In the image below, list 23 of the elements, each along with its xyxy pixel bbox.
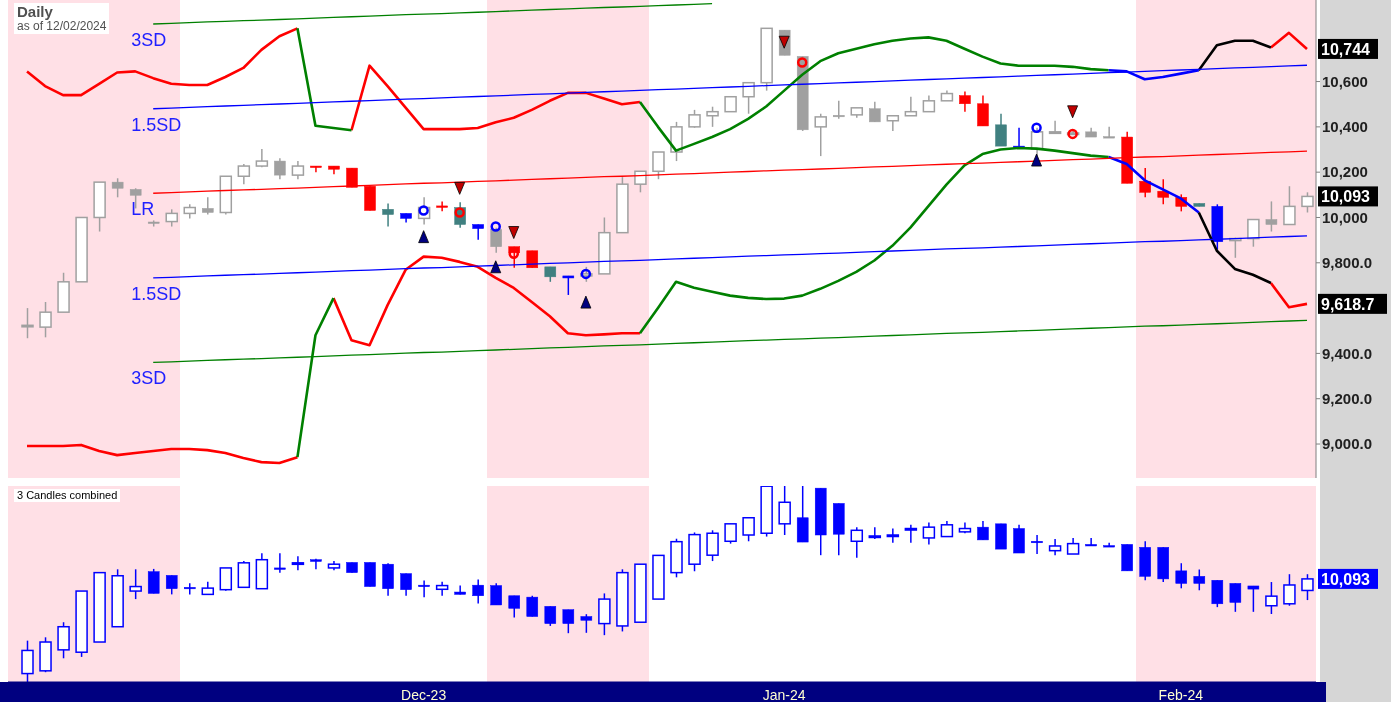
y-tick-label: 9,400.0	[1322, 344, 1373, 362]
text: 10,093	[1321, 570, 1370, 588]
y-tick-label: 10,600	[1322, 72, 1368, 90]
y-tick-label: 10,400	[1322, 118, 1368, 136]
text: 10,093	[1321, 188, 1370, 206]
data-label: 10,744	[1321, 40, 1371, 58]
y-tick-label: 9,800.0	[1322, 254, 1373, 272]
annotation: 1.5SD	[131, 283, 182, 304]
y-tick-label: 10,200	[1322, 163, 1368, 181]
x-tick-label: Feb-24	[1158, 686, 1204, 702]
text: as of 12/02/2024	[17, 19, 107, 35]
annotation: 1.5SD	[131, 114, 182, 135]
x-tick-label: Jan-24	[762, 686, 806, 702]
annotation: 3SD	[131, 30, 167, 51]
chart-title: 3 Candles combined	[17, 489, 118, 502]
y-tick-label: 9,000.0	[1322, 435, 1373, 453]
y-tick-label: 10,000	[1322, 208, 1368, 226]
chart-title: Daily	[17, 3, 53, 21]
x-tick-label: Dec-23	[401, 686, 447, 702]
annotation: 3SD	[131, 368, 167, 389]
data-label: 9,618.7	[1321, 295, 1375, 313]
annotation: LR	[131, 199, 155, 220]
y-tick-label: 9,200.0	[1322, 390, 1373, 408]
